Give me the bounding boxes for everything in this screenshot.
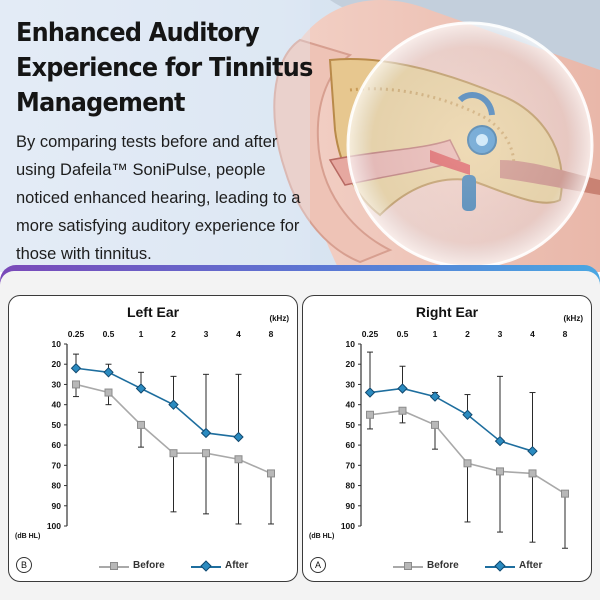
y-tick-label: 40 (52, 400, 62, 410)
legend-item-before: Before (393, 559, 473, 573)
before-point (267, 469, 275, 478)
before-point (463, 459, 472, 468)
y-tick-label: 100 (341, 521, 355, 531)
y-tick-label: 60 (52, 440, 62, 450)
legend-square-marker (404, 562, 412, 570)
y-tick-label: 80 (52, 481, 62, 491)
legend-label-before: Before (427, 560, 459, 571)
y-tick-label: 50 (346, 420, 356, 430)
before-point (431, 420, 439, 429)
chart-legend: Before After (393, 559, 573, 573)
y-axis-title: (dB HL) (309, 533, 335, 540)
hero-title-line: Enhanced Auditory (16, 18, 260, 48)
ear-anatomy-illustration (0, 0, 600, 272)
after-point (429, 391, 441, 402)
legend-diamond-marker (200, 560, 212, 572)
y-tick-label: 90 (346, 501, 356, 511)
after-point (103, 367, 114, 378)
y-tick-label: 10 (346, 339, 356, 349)
x-axis-unit: (kHz) (563, 314, 583, 323)
y-tick-label: 50 (52, 420, 62, 430)
before-point (528, 469, 537, 478)
y-tick-label: 90 (52, 501, 62, 511)
right-ear-chart-panel: 10 20 30 40 50 60 70 80 90 100 0.25 0.5 1 2 3 4 8 Right … (302, 295, 592, 582)
x-tick-label: 1 (433, 329, 438, 339)
before-point (137, 420, 145, 429)
before-point (398, 406, 407, 415)
after-point (135, 383, 147, 394)
panel-badge: A (310, 557, 326, 573)
after-point (462, 409, 473, 420)
y-tick-label: 70 (346, 460, 356, 470)
after-point (200, 427, 212, 439)
y-axis-title: (dB HL) (15, 533, 41, 540)
hero-title-line: Experience for Tinnitus (16, 53, 313, 83)
legend-item-before: Before (99, 559, 179, 573)
after-series-line (75, 367, 239, 438)
after-point (397, 383, 408, 394)
after-point (168, 399, 179, 410)
legend-square-marker (110, 562, 118, 570)
hero-description: By comparing tests before and after usin… (16, 133, 301, 263)
y-tick-label: 30 (346, 379, 356, 389)
x-tick-label: 3 (498, 329, 503, 339)
x-tick-label: 0.5 (103, 329, 115, 339)
y-tick-label: 10 (52, 339, 62, 349)
panel-badge: B (16, 557, 32, 573)
chart-legend: Before After (99, 559, 279, 573)
y-tick-label: 20 (346, 359, 356, 369)
x-tick-label: 3 (204, 329, 209, 339)
left-ear-chart-panel: 10 20 30 40 50 60 70 80 90 100 0.25 0.5 1 2 3 4 8 Left E… (8, 295, 298, 582)
y-tick-label: 40 (346, 400, 356, 410)
chart-title: Left Ear (126, 304, 180, 320)
hero-title-line: Management (16, 88, 185, 118)
x-tick-label: 4 (236, 329, 241, 339)
y-tick-label: 60 (346, 440, 356, 450)
x-tick-label: 2 (465, 329, 470, 339)
before-point (104, 388, 113, 397)
x-tick-label: 0.25 (68, 329, 85, 339)
before-point (202, 449, 210, 458)
x-tick-label: 0.5 (397, 329, 409, 339)
after-point (70, 363, 82, 374)
legend-label-after: After (519, 560, 543, 571)
x-axis-unit: (kHz) (269, 314, 289, 323)
before-point (561, 489, 569, 498)
hero-title: Enhanced Auditory Experience for Tinnitu… (16, 16, 313, 121)
x-tick-label: 4 (530, 329, 535, 339)
legend-label-before: Before (133, 560, 165, 571)
x-tick-label: 2 (171, 329, 176, 339)
chart-title: Right Ear (415, 304, 479, 320)
before-point (496, 467, 504, 476)
after-point (233, 431, 244, 443)
before-point (366, 410, 374, 419)
y-tick-label: 20 (52, 359, 62, 369)
after-point (364, 387, 376, 398)
y-tick-label: 80 (346, 481, 356, 491)
after-point (527, 445, 538, 457)
y-tick-label: 100 (47, 521, 61, 531)
y-tick-label: 70 (52, 460, 62, 470)
before-point (72, 380, 80, 389)
hero-banner: Enhanced Auditory Experience for Tinnitu… (0, 0, 600, 272)
x-tick-label: 8 (269, 329, 274, 339)
legend-item-after: After (191, 559, 271, 573)
after-point (494, 435, 506, 447)
after-series-line (369, 387, 533, 452)
before-point (169, 449, 178, 458)
right-ear-chart: 10 20 30 40 50 60 70 80 90 100 0.25 0.5 1 2 3 4 8 (341, 329, 569, 549)
before-point (234, 455, 243, 464)
legend-item-after: After (485, 559, 565, 573)
y-tick-label: 30 (52, 379, 62, 389)
left-ear-chart: 10 20 30 40 50 60 70 80 90 100 0.25 0.5 1 2 3 4 8 (47, 329, 275, 531)
legend-diamond-marker (494, 560, 506, 572)
x-tick-label: 8 (563, 329, 568, 339)
x-tick-label: 1 (139, 329, 144, 339)
x-tick-label: 0.25 (362, 329, 379, 339)
legend-label-after: After (225, 560, 249, 571)
